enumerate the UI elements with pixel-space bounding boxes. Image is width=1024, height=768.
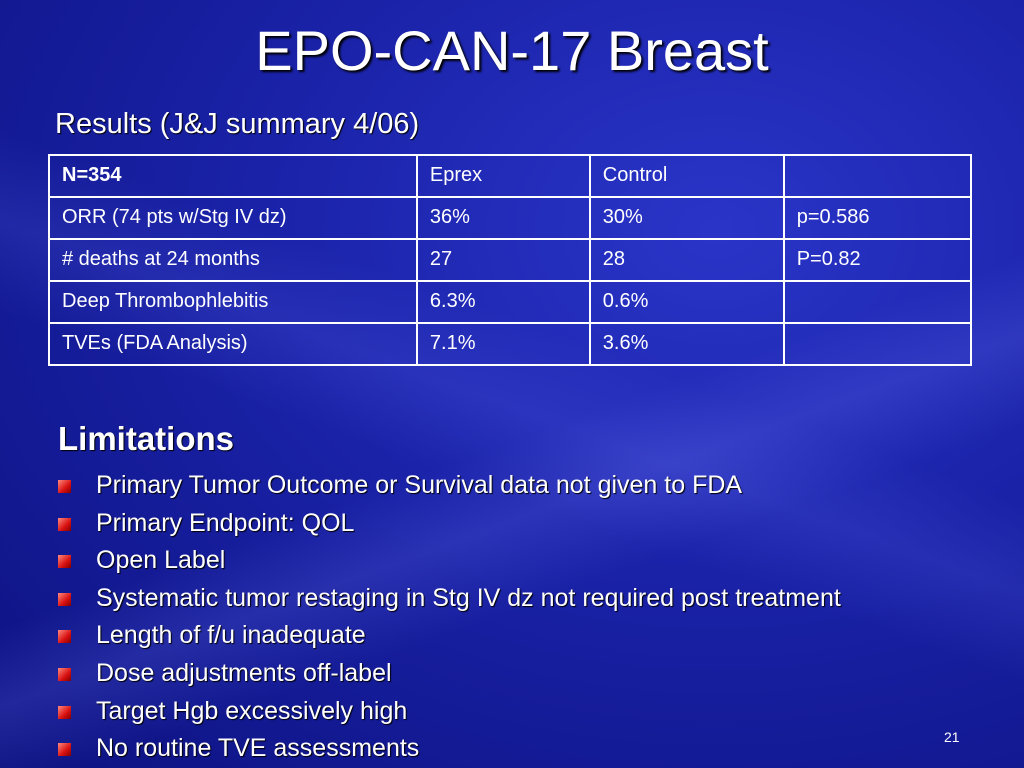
table-cell: 3.6% [588,322,785,366]
table-cell: Deep Thrombophlebitis [48,280,418,324]
table-row: # deaths at 24 months 27 28 P=0.82 [48,238,973,282]
bullet-item: Length of f/u inadequate [0,618,841,656]
table-cell [782,154,973,198]
table-row: ORR (74 pts w/Stg IV dz) 36% 30% p=0.586 [48,196,973,240]
table-row: N=354 Eprex Control [48,154,973,198]
table-cell: ORR (74 pts w/Stg IV dz) [48,196,418,240]
bullet-item: Primary Endpoint: QOL [0,506,841,544]
table-cell: 7.1% [415,322,591,366]
bullet-text: Open Label [96,546,226,575]
table-cell: 0.6% [588,280,785,324]
bullet-text: Dose adjustments off-label [96,658,392,687]
table-cell: 30% [588,196,785,240]
table-cell: 28 [588,238,785,282]
bullet-text: Target Hgb excessively high [96,696,408,725]
bullet-marker [58,592,71,606]
bullet-marker [58,480,71,493]
table-cell [782,280,973,324]
results-table: N=354 Eprex Control ORR (74 pts w/Stg IV dz… [48,154,973,366]
subtitle: Results (J&J summary 4/06) [55,108,420,140]
limitations-heading: Limitations [58,420,235,457]
table-cell: p=0.586 [782,196,973,240]
bullet-text: Systematic tumor restaging in Stg IV dz … [96,583,841,612]
table-cell: TVEs (FDA Analysis) [48,322,418,366]
bullet-marker [58,555,71,569]
table-cell: Control [588,154,785,198]
slide-title: EPO-CAN-17 Breast [255,19,769,82]
bullet-marker [58,743,71,757]
bullet-text: Length of f/u inadequate [96,621,366,650]
bullet-item: Target Hgb excessively high [0,694,841,732]
bullet-text: Primary Endpoint: QOL [96,508,355,537]
bullet-text: Primary Tumor Outcome or Survival data n… [96,471,743,499]
bullet-marker [58,517,71,531]
bullet-marker [58,630,71,644]
bullet-marker [58,667,71,681]
bullet-item: Dose adjustments off-label [0,656,841,694]
table-cell: N=354 [48,154,418,198]
table-row: TVEs (FDA Analysis) 7.1% 3.6% [48,322,973,366]
page-number: 21 [944,729,960,745]
table-cell: 27 [415,238,591,282]
table-cell: 6.3% [415,280,591,324]
bullet-item: Primary Tumor Outcome or Survival data n… [0,468,841,506]
table-cell: 36% [415,196,591,240]
table-cell: # deaths at 24 months [48,238,418,282]
table-row: Deep Thrombophlebitis 6.3% 0.6% [48,280,973,324]
bullet-marker [58,705,71,719]
bullet-item: Open Label [0,543,841,581]
table-cell [782,322,973,366]
bullet-item: Systematic tumor restaging in Stg IV dz … [0,581,841,619]
bullet-text: No routine TVE assessments [96,734,420,763]
bullet-item: No routine TVE assessments [0,731,841,768]
table-cell: P=0.82 [782,238,973,282]
table-cell: Eprex [415,154,591,198]
limitations-list: Primary Tumor Outcome or Survival data n… [0,468,841,768]
